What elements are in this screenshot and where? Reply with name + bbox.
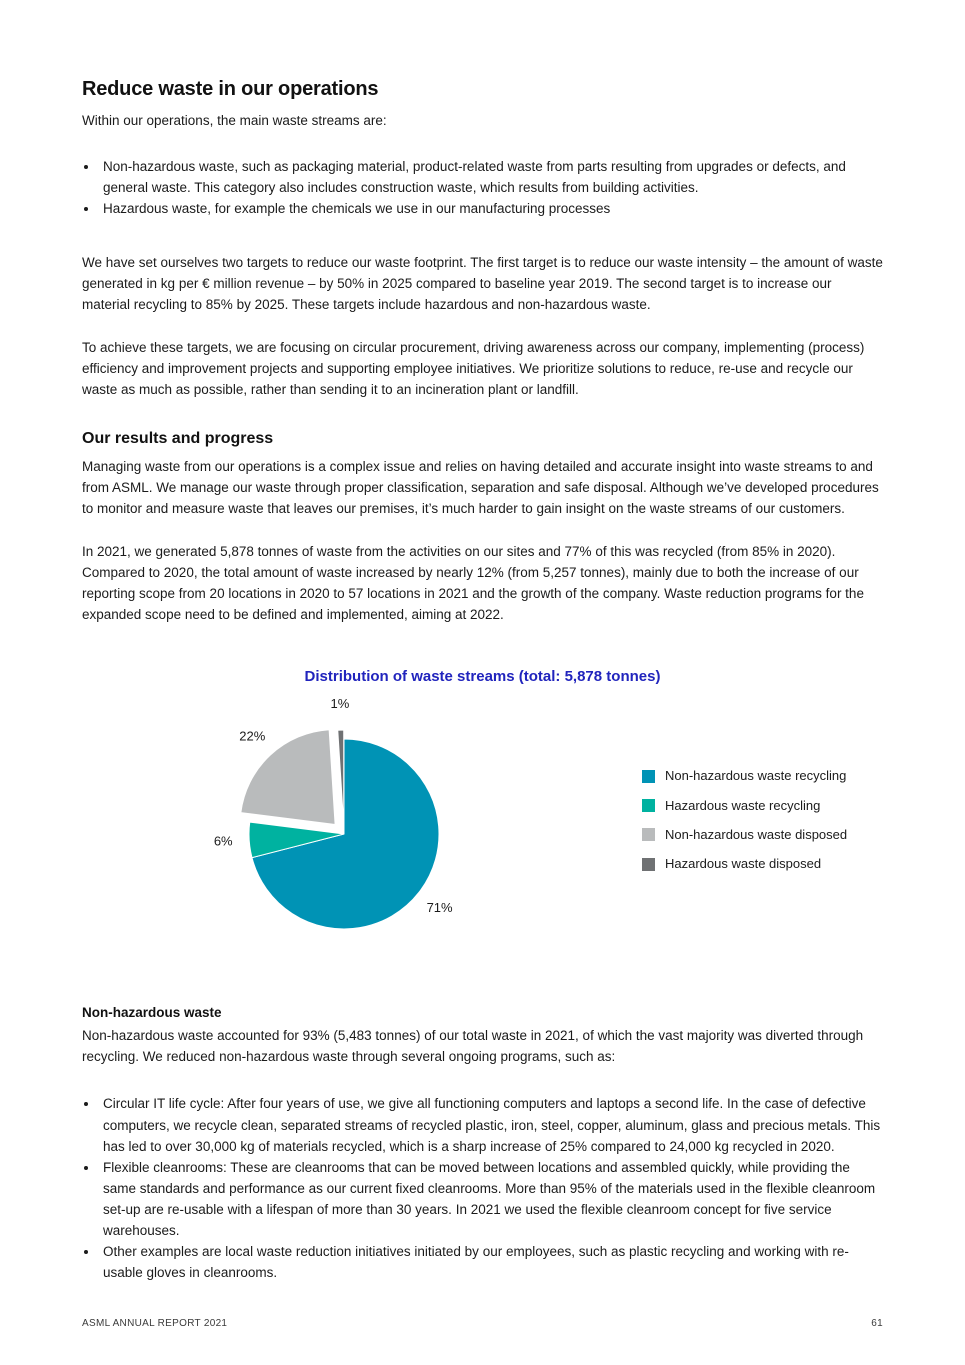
pie-slice (248, 821, 345, 859)
legend-item: Non-hazardous waste recycling (642, 766, 847, 786)
legend-swatch (642, 769, 655, 783)
pie-slice (240, 729, 336, 826)
legend-item: Non-hazardous waste disposed (642, 825, 847, 845)
pie-slice (251, 738, 440, 930)
waste-streams-list: Non-hazardous waste, such as packaging m… (82, 156, 883, 219)
legend-item: Hazardous waste disposed (642, 854, 847, 874)
page-title: Reduce waste in our operations (82, 78, 379, 100)
legend-label: Non-hazardous waste disposed (665, 826, 848, 842)
legend-swatch (642, 799, 655, 813)
legend-label: Hazardous waste recycling (665, 797, 821, 813)
pie-slice-label: 22% (239, 729, 265, 744)
legend-item: Hazardous waste recycling (642, 796, 847, 816)
nonhazardous-programs-list: Circular IT life cycle: After four years… (82, 1093, 883, 1282)
legend-swatch (642, 857, 655, 871)
section-heading-results: Our results and progress (82, 429, 274, 447)
footer-page-number: 61 (871, 1318, 883, 1329)
sub-heading-nonhazardous: Non-hazardous waste (82, 1005, 222, 1021)
chart-legend: Non-hazardous waste recycling Hazardous … (642, 766, 847, 883)
list-item: Flexible cleanrooms: These are cleanroom… (99, 1157, 883, 1241)
paragraph-targets: We have set ourselves two targets to red… (82, 255, 883, 313)
pie-chart: 71% 6% 22% 1% (214, 696, 453, 930)
pie-slice (337, 729, 345, 826)
legend-swatch (642, 828, 655, 842)
intro-text: Within our operations, the main waste st… (82, 113, 387, 129)
paragraph-nonhazardous: Non-hazardous waste accounted for 93% (5… (82, 1028, 864, 1065)
pie-slice-label: 1% (331, 696, 350, 711)
footer-report-name: ASML ANNUAL REPORT 2021 (82, 1318, 228, 1329)
legend-label: Hazardous waste disposed (665, 856, 822, 872)
chart-title: Distribution of waste streams (total: 5,… (304, 667, 661, 685)
paragraph-achieve: To achieve these targets, we are focusin… (82, 339, 865, 397)
waste-distribution-chart: Distribution of waste streams (total: 5,… (82, 665, 883, 966)
list-item: Non-hazardous waste, such as packaging m… (99, 156, 883, 198)
paragraph-results-2: In 2021, we generated 5,878 tonnes of wa… (82, 543, 864, 622)
chart-body: 71% 6% 22% 1% Non-hazardous waste recycling… (82, 694, 883, 966)
list-item: Hazardous waste, for example the chemica… (99, 198, 883, 219)
pie-wrap: 71% 6% 22% 1% (82, 694, 552, 966)
legend-label: Non-hazardous waste recycling (665, 768, 847, 784)
pie-slice-label: 71% (427, 900, 453, 915)
page-content: Reduce waste in our operations Within ou… (0, 0, 965, 1283)
pie-slice-label: 6% (214, 834, 233, 849)
list-item: Circular IT life cycle: After four years… (99, 1093, 883, 1156)
page-footer: ASML ANNUAL REPORT 2021 61 (82, 1318, 883, 1329)
list-item: Other examples are local waste reduction… (99, 1241, 883, 1283)
paragraph-results-1: Managing waste from our operations is a … (82, 458, 879, 516)
